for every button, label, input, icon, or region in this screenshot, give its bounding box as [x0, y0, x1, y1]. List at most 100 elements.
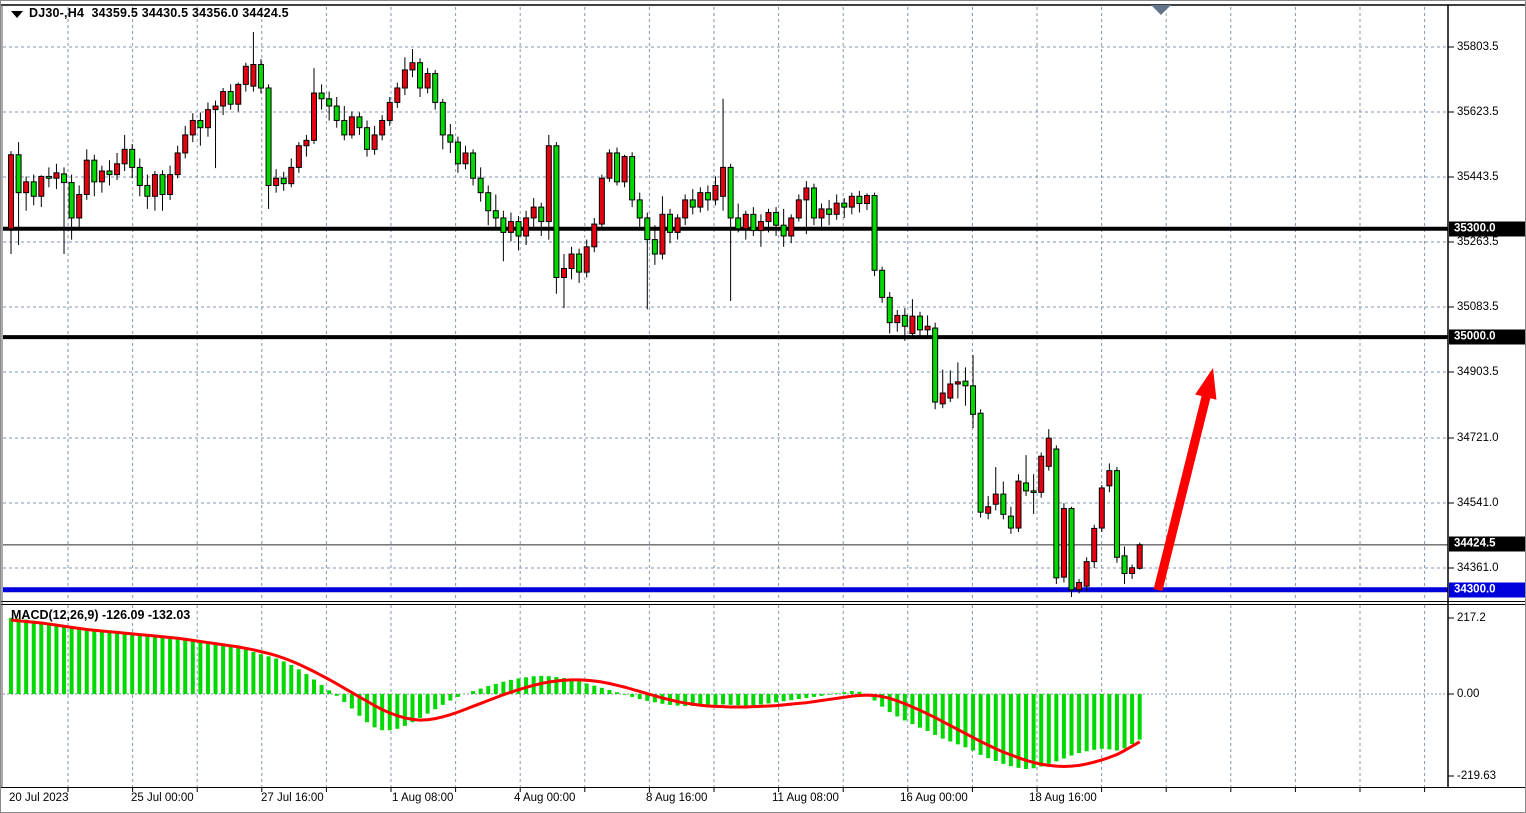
candle-body — [932, 327, 939, 403]
candle-body — [114, 163, 121, 176]
candle-body — [689, 199, 696, 208]
time-axis-label[interactable]: 16 Aug 00:00 — [900, 792, 968, 804]
candle-body — [53, 172, 60, 179]
candle-body — [735, 217, 742, 230]
candle-body — [348, 116, 355, 136]
candle-body — [742, 213, 749, 230]
price-axis-label: 35443.5 — [1457, 171, 1499, 183]
candle-body — [924, 325, 931, 331]
candle-body — [326, 98, 333, 107]
candle-body — [295, 145, 302, 168]
candle-body — [1076, 582, 1083, 591]
macd-signal-line — [10, 618, 1141, 768]
candle-body — [507, 221, 514, 233]
candle-body — [553, 145, 560, 279]
candle-body — [886, 296, 893, 324]
candle-body — [757, 221, 764, 232]
time-axis-label[interactable]: 8 Aug 16:00 — [646, 792, 708, 804]
time-axis-label[interactable]: 1 Aug 08:00 — [392, 792, 454, 804]
candle-body — [151, 174, 158, 197]
candle-body — [462, 152, 469, 165]
candle-body — [568, 253, 575, 269]
candle-body — [318, 92, 325, 100]
candle-body — [477, 177, 484, 194]
candle-body — [447, 134, 454, 143]
candle-body — [303, 139, 310, 147]
candle-body — [417, 62, 424, 89]
price-axis-label: 35803.5 — [1457, 41, 1499, 53]
candle-body — [409, 62, 416, 71]
candle-body — [545, 145, 552, 223]
candle-body — [871, 195, 878, 271]
candle-body — [454, 141, 461, 165]
price-axis-label: 34541.0 — [1457, 497, 1499, 509]
candle-body — [1038, 455, 1045, 493]
candle-body — [38, 175, 45, 197]
candle-body — [257, 64, 264, 89]
macd-axis-label: 217.2 — [1457, 612, 1486, 624]
candle-body — [727, 166, 734, 219]
price-axis-label: 34903.5 — [1457, 366, 1499, 378]
candle-body — [833, 202, 840, 215]
candle-body — [242, 65, 249, 85]
time-axis-label[interactable]: 4 Aug 00:00 — [514, 792, 576, 804]
candle-body — [204, 109, 211, 129]
candle-body — [962, 380, 969, 387]
candle-body — [333, 105, 340, 121]
time-axis-label[interactable]: 20 Jul 2023 — [9, 792, 69, 804]
candle-body — [1068, 508, 1075, 591]
candle-body — [144, 184, 151, 197]
candle-body — [1045, 437, 1052, 467]
candle-body — [68, 182, 75, 219]
candle-body — [492, 210, 499, 219]
candle-body — [598, 177, 605, 225]
time-axis-label[interactable]: 18 Aug 16:00 — [1029, 792, 1097, 804]
symbol-dropdown-icon[interactable] — [11, 11, 23, 18]
trend-arrow-head[interactable] — [1195, 368, 1217, 400]
time-axis-label[interactable]: 11 Aug 08:00 — [772, 792, 839, 804]
candle-body — [379, 119, 386, 136]
candle-body — [576, 253, 583, 273]
candle-body — [386, 101, 393, 121]
candle-body — [1015, 480, 1022, 529]
candle-body — [76, 193, 83, 219]
candle-body — [136, 166, 143, 186]
candle-body — [780, 224, 787, 237]
candle-body — [651, 239, 658, 255]
price-badge: 34300.0 — [1449, 582, 1525, 598]
candle-body — [83, 159, 90, 195]
time-axis-label[interactable]: 25 Jul 00:00 — [131, 792, 194, 804]
candle-body — [954, 381, 961, 385]
candle-body — [197, 119, 204, 129]
candle-body — [424, 73, 431, 89]
candle-body — [894, 314, 901, 324]
candle-body — [621, 156, 628, 183]
trend-arrow[interactable] — [1153, 395, 1211, 592]
candle-body — [773, 212, 780, 226]
candle-body — [826, 208, 833, 215]
chart-shift-marker-icon[interactable] — [1151, 5, 1171, 15]
price-axis-label: 35623.5 — [1457, 106, 1499, 118]
candle-body — [189, 119, 196, 136]
candle-body — [212, 105, 219, 111]
candle-body — [1007, 515, 1014, 529]
price-axis-label: 34721.0 — [1457, 432, 1499, 444]
candle-body — [977, 412, 984, 513]
candle-body — [720, 166, 727, 197]
candle-body — [401, 69, 408, 89]
candle-body — [91, 159, 98, 183]
candle-body — [606, 152, 613, 179]
candle-body — [644, 217, 651, 241]
candle-body — [174, 152, 181, 176]
candle-body — [1113, 470, 1120, 558]
candle-body — [121, 148, 128, 165]
candle-body — [636, 199, 643, 219]
candle-body — [803, 187, 810, 201]
candle-body — [167, 174, 174, 195]
candle-body — [432, 73, 439, 103]
time-axis-label[interactable]: 27 Jul 16:00 — [261, 792, 324, 804]
candle-body — [818, 208, 825, 219]
candle-body — [1023, 482, 1030, 492]
candle-body — [667, 213, 674, 233]
